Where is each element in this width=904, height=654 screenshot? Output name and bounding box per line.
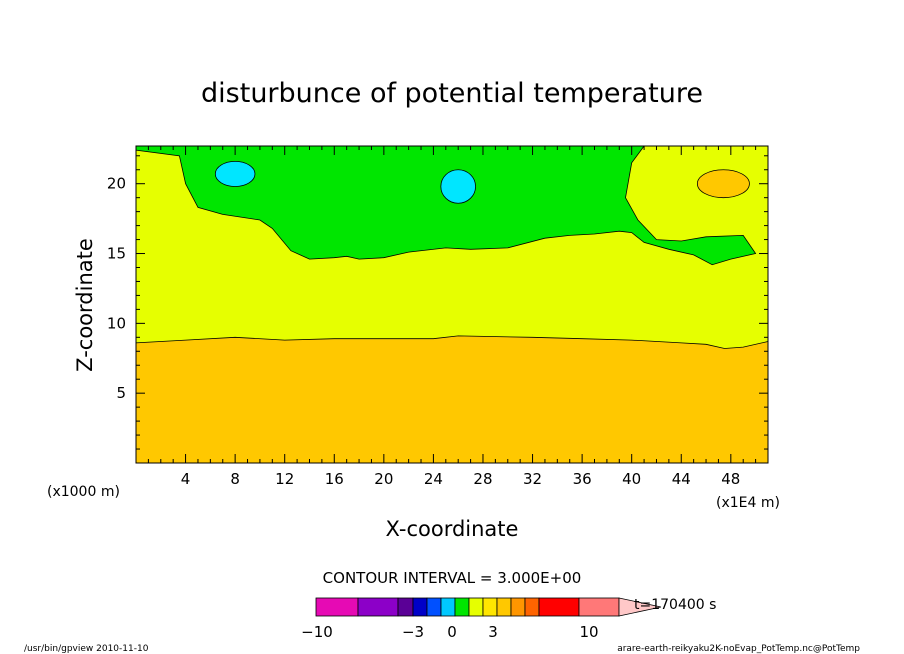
colorbar-tick-label: 0	[447, 623, 457, 641]
colorbar: −10 −3 0 3 10	[301, 597, 662, 641]
region-below-0	[135, 335, 769, 464]
colorbar-segment	[357, 597, 399, 617]
region-three-plus	[135, 145, 757, 266]
contour-cell-3	[696, 169, 750, 199]
colorbar-segment	[468, 597, 484, 617]
footer-left: /usr/bin/gpview 2010-11-10	[24, 644, 149, 654]
contour-interval-label: CONTOUR INTERVAL = 3.000E+00	[323, 569, 582, 587]
colorbar-segment	[454, 597, 470, 617]
x-axis-label: X-coordinate	[386, 517, 519, 541]
x-tick-label: 12	[275, 470, 294, 488]
plot-frame	[135, 145, 769, 464]
x-tick-label: 4	[181, 470, 191, 488]
x-unit-right: (x1E4 m)	[716, 495, 780, 511]
x-unit-left: (x1000 m)	[47, 484, 120, 500]
colorbar-segment	[315, 597, 359, 617]
x-tick-label: 16	[325, 470, 344, 488]
x-tick-label: 28	[473, 470, 492, 488]
plot-area	[135, 145, 769, 464]
colorbar-segment	[412, 597, 428, 617]
y-tick-label: 10	[107, 314, 126, 332]
colorbar-tick-label: 3	[488, 623, 498, 641]
chart-title: disturbunce of potential temperature	[201, 78, 703, 109]
y-tick-label: 20	[107, 175, 126, 193]
x-tick-label: 24	[424, 470, 443, 488]
colorbar-segment	[397, 597, 414, 617]
colorbar-segment	[510, 597, 526, 617]
x-tick-label: 36	[573, 470, 592, 488]
x-tick-label: 20	[374, 470, 393, 488]
colorbar-segment	[426, 597, 442, 617]
contour-cell-2	[440, 169, 476, 204]
colorbar-segment	[524, 597, 540, 617]
colorbar-segment	[482, 597, 498, 617]
x-tick-label: 32	[523, 470, 542, 488]
x-tick-label: 48	[721, 470, 740, 488]
colorbar-segment	[440, 597, 456, 617]
x-tick-label: 40	[622, 470, 641, 488]
y-tick-label: 15	[107, 245, 126, 263]
contour-cell-1	[214, 160, 256, 187]
x-tick-label: 8	[230, 470, 240, 488]
y-tick-label: 5	[116, 384, 126, 402]
y-axis-label: Z-coordinate	[73, 238, 97, 372]
x-tick-label: 44	[672, 470, 691, 488]
colorbar-extend-triangle	[618, 597, 662, 617]
colorbar-tick-label: −10	[301, 623, 333, 641]
colorbar-tick-label: 10	[579, 623, 598, 641]
colorbar-segment	[496, 597, 512, 617]
footer-right: arare-earth-reikyaku2K-noEvap_PotTemp.nc…	[617, 644, 860, 654]
colorbar-segment	[538, 597, 580, 617]
colorbar-tick-label: −3	[402, 623, 424, 641]
time-label: t=170400 s	[634, 597, 716, 613]
colorbar-segment	[578, 597, 620, 617]
